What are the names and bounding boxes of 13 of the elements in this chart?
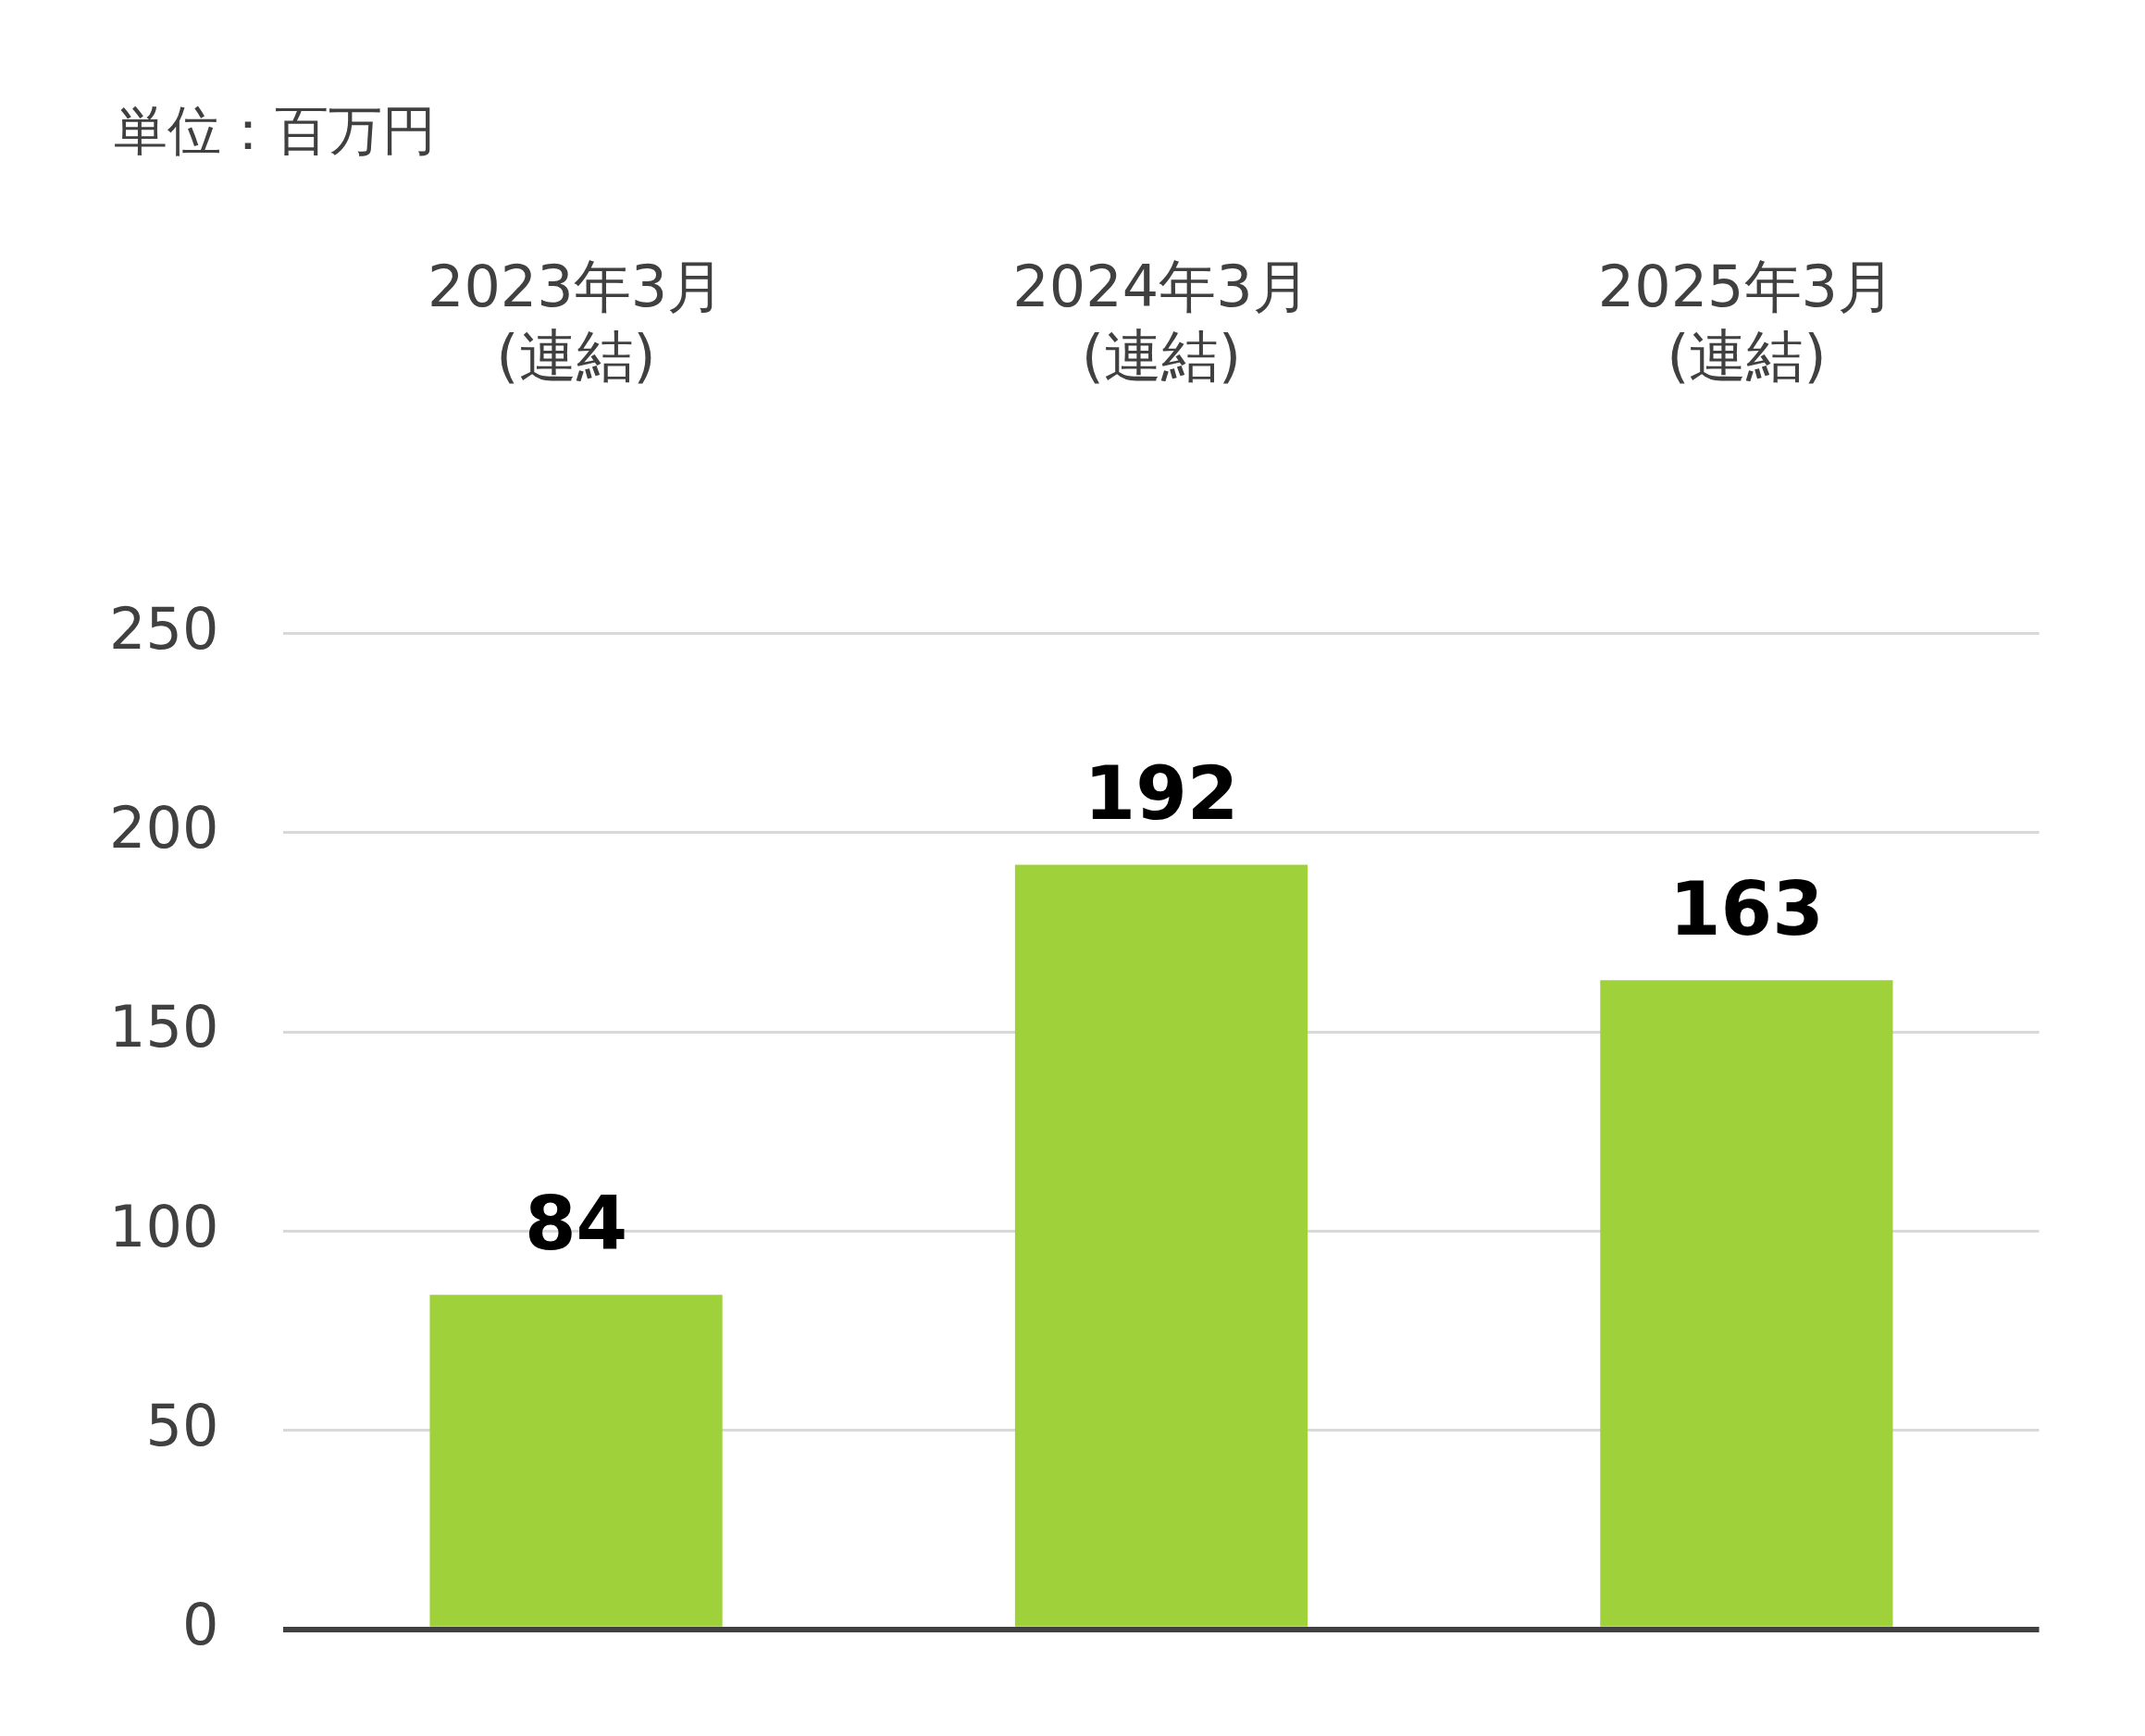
x-tick-label: 2025年3月 (連結)	[1597, 253, 1895, 390]
y-tick-label: 250	[109, 594, 219, 663]
data-label: 84	[524, 1181, 628, 1268]
y-tick-label: 100	[109, 1192, 219, 1260]
x-tick-label: 2024年3月 (連結)	[1012, 253, 1310, 390]
data-label: 163	[1668, 866, 1824, 953]
x-tick-label: 2023年3月 (連結)	[427, 253, 725, 390]
y-tick-label: 200	[109, 794, 219, 862]
y-tick-label: 50	[145, 1391, 219, 1459]
y-tick-label: 150	[109, 993, 219, 1061]
y-tick-label: 0	[181, 1590, 219, 1658]
data-label: 192	[1084, 750, 1239, 837]
text: 単位：百万円	[114, 98, 436, 164]
